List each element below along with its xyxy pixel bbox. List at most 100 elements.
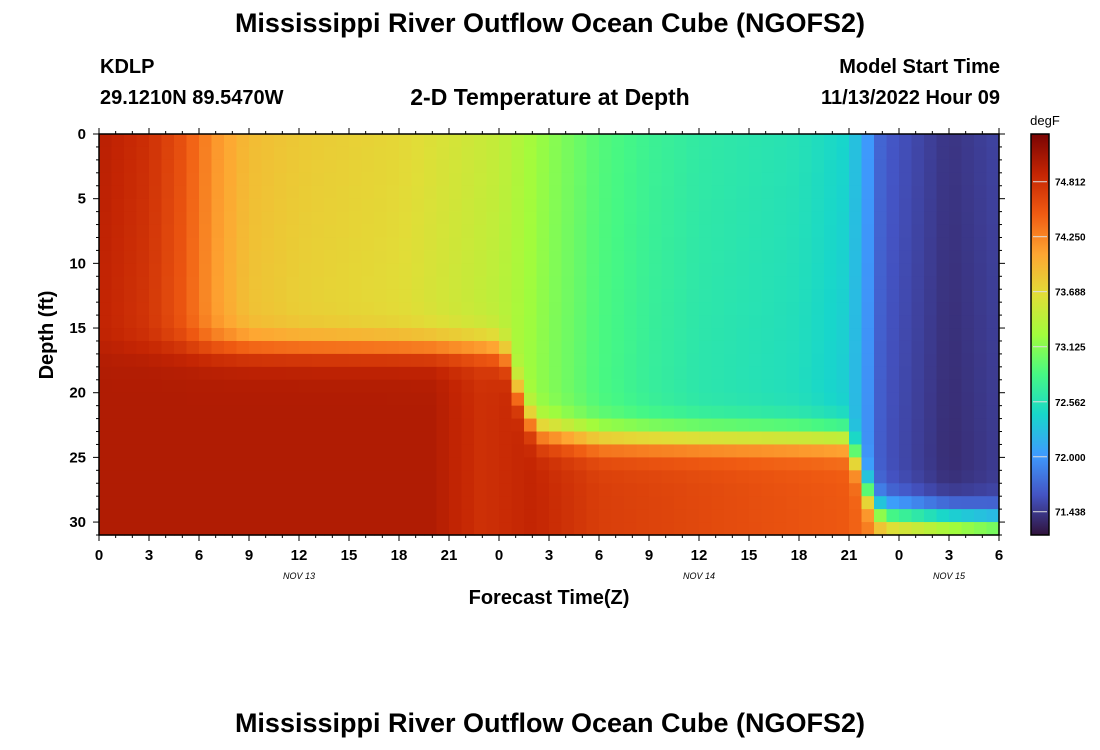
heatmap-cell (686, 353, 700, 368)
heatmap-cell (436, 470, 450, 484)
heatmap-cell (899, 134, 913, 148)
heatmap-cell (224, 159, 238, 174)
heatmap-cell (236, 159, 250, 174)
heatmap-cell (211, 457, 225, 471)
heatmap-cell (649, 353, 663, 368)
heatmap-cell (461, 353, 475, 368)
heatmap-cell (949, 224, 963, 239)
heatmap-cell (211, 289, 225, 303)
heatmap-cell (361, 457, 375, 471)
heatmap-cell (974, 146, 988, 161)
heatmap-cell (849, 353, 863, 368)
heatmap-cell (299, 185, 313, 200)
colorbar-tick-label: 74.812 (1055, 178, 1086, 189)
heatmap-cell (824, 379, 838, 394)
heatmap-cell (786, 146, 800, 161)
heatmap-cell (961, 496, 975, 510)
heatmap-cell (449, 185, 463, 200)
heatmap-cell (424, 302, 438, 316)
heatmap-cell (799, 457, 813, 471)
heatmap-cell (724, 250, 738, 264)
heatmap-cell (899, 289, 913, 303)
heatmap-cell (911, 198, 925, 213)
heatmap-cell (211, 276, 225, 290)
heatmap-cell (961, 431, 975, 446)
heatmap-cell (561, 444, 575, 458)
heatmap-cell (349, 302, 363, 316)
heatmap-cell (711, 509, 725, 523)
heatmap-cell (511, 470, 525, 484)
heatmap-cell (361, 366, 375, 381)
heatmap-cell (661, 276, 675, 290)
heatmap-cell (661, 263, 675, 277)
heatmap-cell (311, 146, 325, 161)
heatmap-cell (149, 366, 163, 381)
heatmap-cell (424, 224, 438, 239)
heatmap-cell (499, 146, 513, 161)
heatmap-cell (961, 470, 975, 484)
heatmap-cell (486, 263, 500, 277)
heatmap-cell (961, 328, 975, 342)
heatmap-cell (749, 237, 763, 252)
heatmap-cell (749, 198, 763, 213)
heatmap-cell (361, 276, 375, 290)
heatmap-cell (286, 379, 300, 394)
heatmap-cell (699, 224, 713, 239)
heatmap-cell (499, 211, 513, 226)
heatmap-cell (674, 470, 688, 484)
heatmap-cell (811, 211, 825, 226)
heatmap-cell (136, 328, 150, 342)
heatmap-cell (586, 444, 600, 458)
heatmap-cell (461, 340, 475, 355)
heatmap-cell (749, 185, 763, 200)
heatmap-cell (749, 315, 763, 329)
heatmap-cell (274, 431, 288, 446)
heatmap-cell (649, 146, 663, 161)
heatmap-cell (211, 211, 225, 226)
heatmap-cell (974, 263, 988, 277)
heatmap-cell (311, 315, 325, 329)
heatmap-cell (799, 353, 813, 368)
heatmap-cell (561, 457, 575, 471)
heatmap-cell (149, 353, 163, 368)
heatmap-cell (474, 418, 488, 433)
heatmap-cell (636, 496, 650, 510)
x-axis-label: Forecast Time(Z) (469, 587, 630, 609)
heatmap-cell (386, 405, 400, 420)
heatmap-cell (124, 392, 138, 407)
heatmap-cell (686, 483, 700, 497)
heatmap-cell (149, 457, 163, 471)
heatmap-cell (524, 379, 538, 394)
heatmap-cell (611, 146, 625, 161)
heatmap-cell (649, 185, 663, 200)
heatmap-cell (661, 159, 675, 174)
heatmap-cell (661, 496, 675, 510)
heatmap-cell (186, 340, 200, 355)
heatmap-cell (211, 302, 225, 316)
heatmap-cell (324, 444, 338, 458)
heatmap-cell (986, 172, 1000, 187)
heatmap-cell (849, 250, 863, 264)
heatmap-cell (924, 405, 938, 420)
heatmap-cell (374, 185, 388, 200)
heatmap-cell (224, 315, 238, 329)
heatmap-cell (474, 496, 488, 510)
heatmap-cell (899, 392, 913, 407)
heatmap-cell (486, 444, 500, 458)
heatmap-cell (249, 353, 263, 368)
heatmap-cell (661, 198, 675, 213)
heatmap-cell (524, 198, 538, 213)
heatmap-cell (211, 198, 225, 213)
heatmap-cell (186, 496, 200, 510)
heatmap-cell (474, 457, 488, 471)
heatmap-cell (724, 224, 738, 239)
heatmap-cell (311, 496, 325, 510)
heatmap-cell (824, 237, 838, 252)
heatmap-cell (286, 237, 300, 252)
heatmap-cell (511, 134, 525, 148)
heatmap-cell (736, 405, 750, 420)
heatmap-cell (899, 366, 913, 381)
heatmap-cell (699, 250, 713, 264)
heatmap-cell (261, 328, 275, 342)
heatmap-cell (649, 379, 663, 394)
